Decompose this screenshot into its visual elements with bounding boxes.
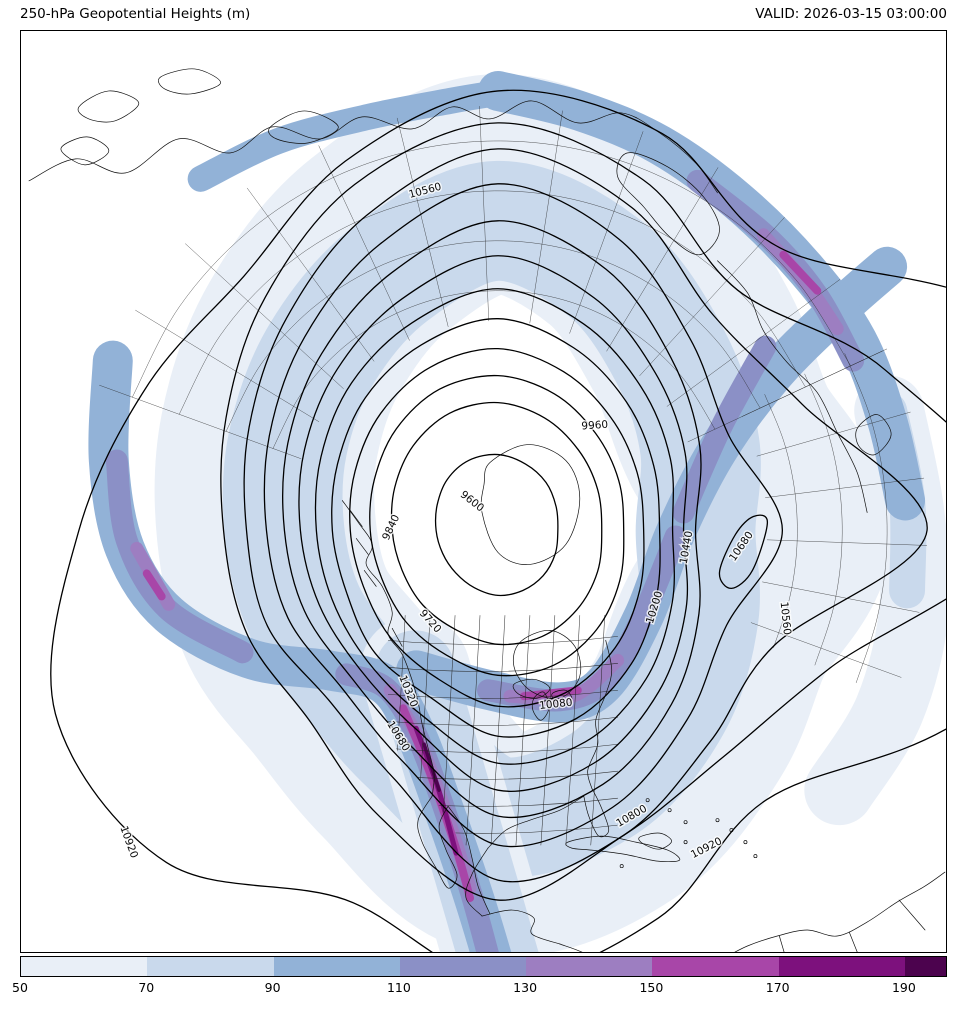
colorbar-tick: 190 xyxy=(891,980,916,995)
colorbar-segment xyxy=(21,957,148,976)
coastlines-and-borders xyxy=(28,68,946,952)
contour-label: 9840 xyxy=(380,513,402,542)
wind-speed-colorbar xyxy=(20,956,947,977)
colorbar-tick: 150 xyxy=(639,980,664,995)
colorbar-segment xyxy=(526,957,653,976)
height-contours xyxy=(50,89,946,952)
colorbar-segment xyxy=(905,957,946,976)
colorbar-tick: 170 xyxy=(765,980,790,995)
colorbar-segment xyxy=(147,957,274,976)
contour-label: 10920 xyxy=(117,824,140,859)
colorbar-tick: 110 xyxy=(386,980,411,995)
figure-title: 250-hPa Geopotential Heights (m) xyxy=(20,6,251,22)
colorbar-segment xyxy=(778,957,906,976)
colorbar-segment xyxy=(652,957,779,976)
colorbar-tick: 50 xyxy=(12,980,28,995)
colorbar-tick: 90 xyxy=(264,980,281,995)
colorbar-tick: 70 xyxy=(138,980,155,995)
contour-label: 10080 xyxy=(539,697,573,712)
colorbar-tick: 130 xyxy=(513,980,538,995)
map-canvas: 10560 9840 9600 9960 10440 10680 10200 1… xyxy=(20,30,947,953)
wind-speed-shading xyxy=(88,70,946,952)
contour-label: 9960 xyxy=(581,419,608,433)
contour-label: 10560 xyxy=(778,601,793,635)
colorbar-segment xyxy=(399,957,527,976)
valid-timestamp: VALID: 2026-03-15 03:00:00 xyxy=(755,6,947,22)
colorbar-tick-row: 50 70 90 110 130 150 170 190 xyxy=(12,980,947,998)
map-figure: 10560 9840 9600 9960 10440 10680 10200 1… xyxy=(28,68,946,952)
colorbar-segment xyxy=(273,957,400,976)
